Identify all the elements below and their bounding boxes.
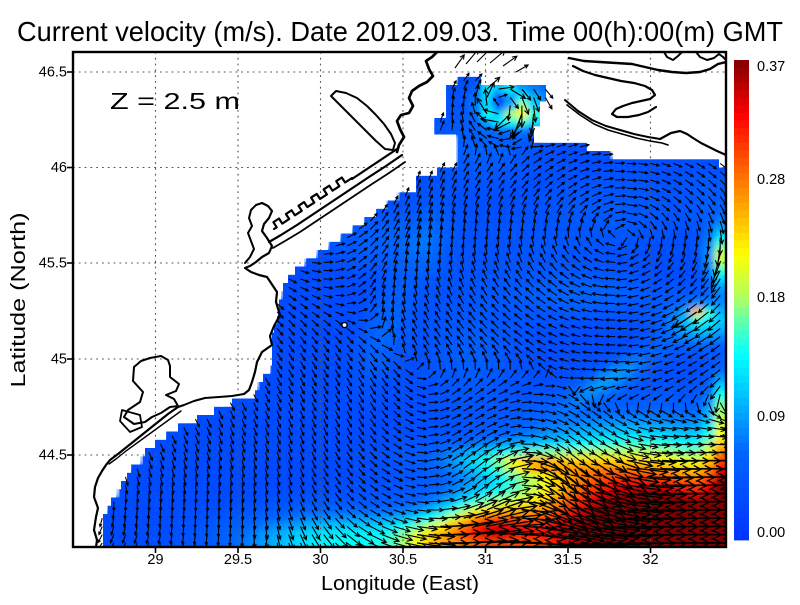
svg-text:29: 29 [147,552,163,568]
svg-text:45.5: 45.5 [39,256,67,272]
svg-text:46: 46 [51,160,67,176]
svg-text:0.18: 0.18 [757,290,785,306]
svg-text:Longitude (East): Longitude (East) [321,573,479,595]
svg-text:45: 45 [51,352,67,368]
svg-text:29.5: 29.5 [224,552,252,568]
svg-text:31: 31 [477,552,493,568]
svg-text:31.5: 31.5 [554,552,582,568]
svg-text:32: 32 [642,552,658,568]
svg-text:Current velocity (m/s). Date 2: Current velocity (m/s). Date 2012.09.03.… [17,16,783,47]
svg-text:46.5: 46.5 [39,65,67,81]
svg-text:0.37: 0.37 [757,59,785,75]
svg-text:0.00: 0.00 [757,525,785,541]
svg-text:Z = 2.5 m: Z = 2.5 m [110,88,240,114]
svg-text:0.28: 0.28 [757,172,785,188]
svg-text:30.5: 30.5 [389,552,417,568]
svg-text:Latitude (North): Latitude (North) [8,213,30,388]
svg-text:0.09: 0.09 [757,409,785,425]
svg-text:44.5: 44.5 [39,448,67,464]
svg-text:30: 30 [312,552,328,568]
